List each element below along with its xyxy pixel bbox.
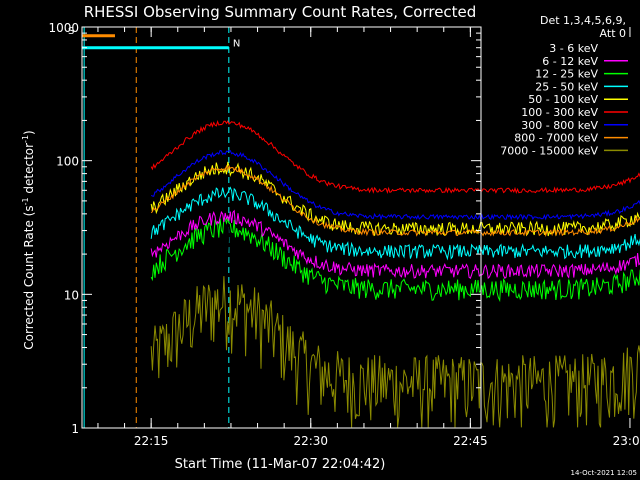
y-axis-label-main: Corrected Count Rate (s (22, 205, 36, 349)
legend-entry-label: 800 - 7000 keV (514, 132, 598, 145)
legend-entry-label: 300 - 800 keV (521, 119, 598, 132)
y-axis-label-sup1: -1 (21, 197, 30, 205)
x-axis-label: Start Time (11-Mar-07 22:04:42) (175, 457, 386, 472)
series-line (150, 209, 640, 280)
x-tick-label: 23:00 (613, 434, 640, 448)
legend-entry-label: 3 - 6 keV (549, 42, 598, 55)
legend-entry-label: 7000 - 15000 keV (500, 144, 598, 157)
legend-entry-label: 6 - 12 keV (542, 55, 598, 68)
y-axis-label-mid: detector (22, 143, 36, 198)
series-line (150, 216, 640, 303)
legend-entry-label: 50 - 100 keV (528, 93, 598, 106)
flag-label: N (233, 39, 240, 50)
series-line (150, 119, 640, 195)
legend-entry-label: 25 - 50 keV (535, 80, 598, 93)
flag-label: S (68, 26, 74, 37)
series-line (150, 149, 640, 221)
legend-header-line1: Det 1,3,4,5,6,9, (540, 14, 626, 27)
legend-entry-label: 100 - 300 keV (521, 106, 598, 119)
y-tick-label: 1000 (48, 21, 79, 35)
series-line (150, 164, 640, 237)
series-line (150, 276, 640, 428)
y-axis-label-sup2: -1 (21, 135, 30, 143)
x-tick-label: 22:15 (134, 434, 169, 448)
y-axis-label-end: ) (22, 130, 36, 135)
footer-date: 14-Oct-2021 12:05 (571, 469, 637, 477)
series-line (150, 223, 640, 337)
y-tick-label: 100 (56, 155, 79, 169)
series-line (150, 186, 640, 261)
legend-entry-label: 12 - 25 keV (535, 68, 598, 81)
x-tick-label: 22:45 (453, 434, 488, 448)
legend-header-line2: Att 0 (600, 27, 626, 40)
chart-title: RHESSI Observing Summary Count Rates, Co… (84, 3, 477, 21)
plot-area: SN (68, 26, 640, 428)
y-axis-label: Corrected Count Rate (s-1 detector-1) (21, 130, 36, 349)
x-tick-label: 22:30 (293, 434, 328, 448)
y-tick-label: 10 (64, 288, 79, 302)
y-tick-label: 1 (71, 422, 79, 436)
plot-frame (81, 26, 482, 429)
